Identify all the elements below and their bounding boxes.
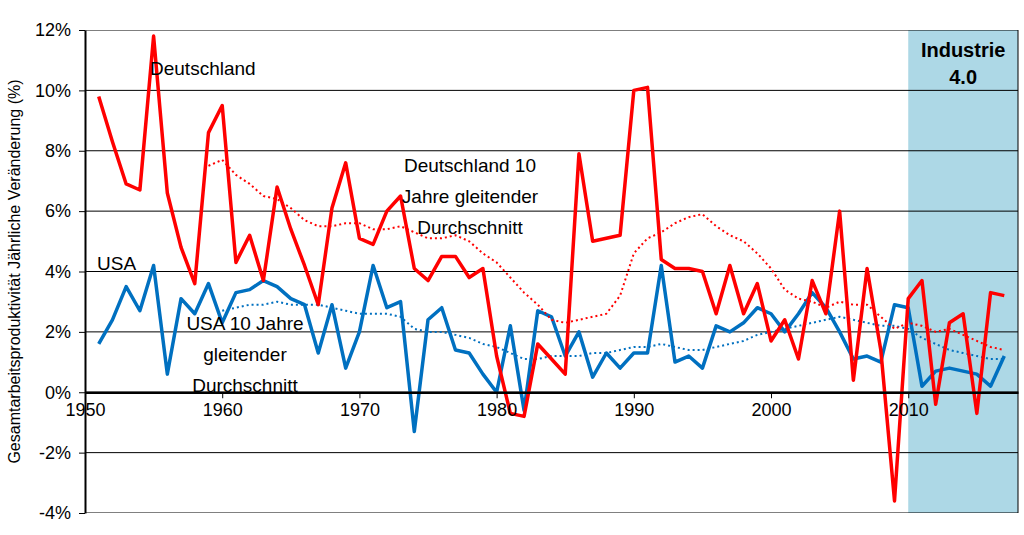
- x-tick: 1970: [340, 392, 380, 420]
- y-axis: -4%-2%0%2%4%6%8%10%12%: [35, 20, 86, 523]
- grid-line: [85, 211, 1018, 212]
- series-label-line: Durchschnitt: [192, 375, 298, 396]
- series-label-line: Durchschnitt: [417, 217, 523, 238]
- x-tick-label: 1990: [614, 400, 654, 420]
- x-tick: 1980: [477, 392, 517, 420]
- grid: [85, 30, 1018, 513]
- y-tick: -4%: [39, 503, 85, 523]
- y-tick-label: 6%: [45, 201, 71, 221]
- series-label: Deutschland 10 Jahre gleitender Durchschni…: [402, 155, 539, 238]
- series-label: Deutschland: [150, 58, 256, 79]
- series-line: [99, 265, 1005, 431]
- series-label-line: gleitender: [203, 344, 287, 365]
- series-line: [208, 160, 1004, 350]
- lines: [99, 36, 1005, 501]
- y-tick: 6%: [45, 201, 85, 221]
- y-tick-mark: [79, 211, 85, 212]
- y-tick: 4%: [45, 262, 85, 282]
- x-tick: 1990: [614, 392, 654, 420]
- series-label-line: USA 10 Jahre: [186, 313, 303, 334]
- grid-line: [85, 271, 1018, 272]
- series-line: [99, 36, 1005, 501]
- y-tick-mark: [79, 151, 85, 152]
- y-tick-label: -4%: [39, 503, 71, 523]
- y-tick: 10%: [35, 81, 85, 101]
- x-tick-mark: [85, 392, 86, 398]
- x-tick-mark: [908, 392, 909, 398]
- x-axis: 1950 1960 1970 1980 1990 2000 2010: [65, 392, 1018, 420]
- x-tick: 2010: [889, 392, 929, 420]
- plot-frame-right: [1018, 30, 1019, 513]
- x-tick-mark: [497, 392, 498, 398]
- x-tick-label: 2000: [752, 400, 792, 420]
- y-tick-mark: [79, 513, 85, 514]
- y-tick-label: 10%: [35, 81, 71, 101]
- y-tick-label: 12%: [35, 20, 71, 40]
- grid-line: [85, 452, 1018, 453]
- series-label-line: Jahre gleitender: [402, 186, 539, 207]
- y-tick: 12%: [35, 20, 85, 40]
- y-tick-label: 4%: [45, 262, 71, 282]
- y-axis-title: Gesamtarbeitsproduktivität Jährliche Ver…: [6, 79, 23, 463]
- y-tick-mark: [79, 453, 85, 454]
- x-tick: 1950: [65, 392, 105, 420]
- region-label: Industrie 4.0: [921, 39, 1005, 88]
- series-label-line: USA: [97, 253, 136, 274]
- chart: -4%-2%0%2%4%6%8%10%12%195019601970198019…: [0, 0, 1024, 535]
- region-label-line: 4.0: [949, 66, 977, 88]
- y-tick-label: 8%: [45, 141, 71, 161]
- grid-line: [85, 513, 1018, 514]
- y-tick-label: 2%: [45, 322, 71, 342]
- x-tick-label: 1960: [203, 400, 243, 420]
- y-tick-mark: [79, 272, 85, 273]
- y-tick-mark: [79, 90, 85, 91]
- plot-area: [85, 30, 1018, 513]
- grid-line: [85, 30, 1018, 31]
- series-label-line: Deutschland 10: [404, 155, 536, 176]
- x-tick-mark: [771, 392, 772, 398]
- x-tick-label: 1970: [340, 400, 380, 420]
- series-labels: Deutschland Deutschland 10 Jahre gleitende…: [97, 58, 539, 396]
- y-tick: 8%: [45, 141, 85, 161]
- x-tick-label: 2010: [889, 400, 929, 420]
- y-tick-mark: [79, 332, 85, 333]
- x-tick-mark: [634, 392, 635, 398]
- region-label-line: Industrie: [921, 39, 1005, 61]
- x-tick-label: 1980: [477, 400, 517, 420]
- series-label: USA 10 Jahre gleitender Durchschnitt: [186, 313, 303, 396]
- y-tick-mark: [79, 392, 85, 393]
- x-tick: 1960: [203, 392, 243, 420]
- series-label-line: Deutschland: [150, 58, 256, 79]
- y-tick: 2%: [45, 322, 85, 342]
- x-tick: 2000: [752, 392, 792, 420]
- grid-line: [85, 90, 1018, 91]
- y-tick-mark: [79, 30, 85, 31]
- y-tick: -2%: [39, 443, 85, 463]
- y-tick-label: -2%: [39, 443, 71, 463]
- series-label: USA: [97, 253, 136, 274]
- x-tick-mark: [359, 392, 360, 398]
- x-tick-label: 1950: [65, 400, 105, 420]
